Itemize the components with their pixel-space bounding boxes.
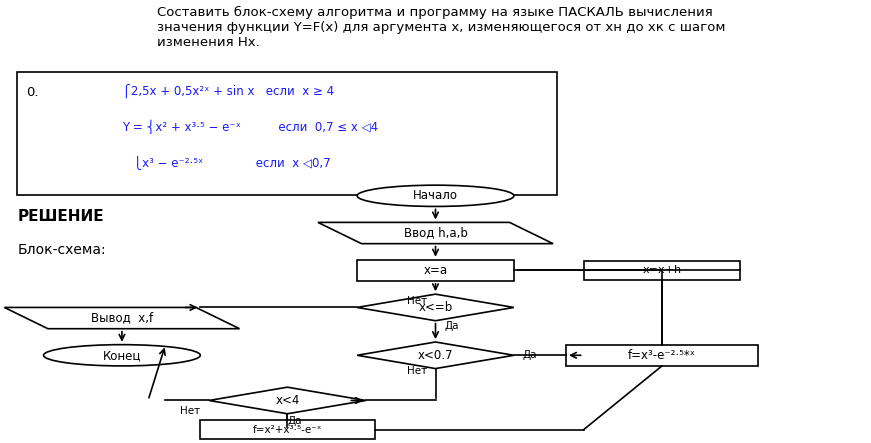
Text: x<0.7: x<0.7 [418, 349, 453, 362]
Text: x=x+h: x=x+h [643, 265, 681, 275]
Text: x=a: x=a [423, 264, 448, 277]
Text: Составить блок-схему алгоритма и программу на языке ПАСКАЛЬ вычисления
значения : Составить блок-схему алгоритма и програм… [157, 6, 726, 49]
Text: f=x³-e⁻²·⁵*ˣ: f=x³-e⁻²·⁵*ˣ [628, 349, 696, 362]
Text: Блок-схема:: Блок-схема: [17, 243, 106, 257]
Text: Начало: Начало [413, 189, 458, 202]
Polygon shape [318, 222, 553, 244]
Polygon shape [357, 342, 514, 369]
Text: РЕШЕНИЕ: РЕШЕНИЕ [17, 210, 104, 224]
Text: x<4: x<4 [275, 394, 300, 407]
Polygon shape [4, 307, 240, 329]
Polygon shape [209, 387, 366, 414]
Text: Нет: Нет [407, 296, 427, 306]
FancyBboxPatch shape [584, 261, 740, 280]
Text: Ввод h,a,b: Ввод h,a,b [403, 226, 468, 240]
Ellipse shape [357, 185, 514, 206]
Text: 0.: 0. [26, 86, 38, 99]
Text: f=x²+x³·⁵-e⁻ˣ: f=x²+x³·⁵-e⁻ˣ [253, 425, 322, 435]
Text: ⎩x³ − e⁻²·⁵ˣ              если  x ◁0,7: ⎩x³ − e⁻²·⁵ˣ если x ◁0,7 [122, 155, 331, 170]
Ellipse shape [44, 345, 200, 366]
Text: Да: Да [444, 321, 459, 331]
Text: Y = ⎨x² + x³·⁵ − e⁻ˣ          если  0,7 ≤ x ◁4: Y = ⎨x² + x³·⁵ − e⁻ˣ если 0,7 ≤ x ◁4 [122, 120, 378, 134]
FancyBboxPatch shape [200, 420, 375, 439]
Text: Да: Да [523, 350, 537, 360]
Text: Конец: Конец [103, 349, 141, 362]
FancyBboxPatch shape [566, 345, 758, 366]
Text: Нет: Нет [407, 366, 427, 376]
FancyBboxPatch shape [17, 72, 557, 195]
Text: x<=b: x<=b [418, 301, 453, 314]
Text: Да: Да [287, 416, 302, 427]
Polygon shape [357, 294, 514, 321]
Text: ⎧2,5x + 0,5x²ˣ + sin x   если  x ≥ 4: ⎧2,5x + 0,5x²ˣ + sin x если x ≥ 4 [122, 84, 334, 98]
Text: Нет: Нет [180, 406, 200, 416]
FancyBboxPatch shape [357, 260, 514, 281]
Text: Вывод  x,f: Вывод x,f [91, 311, 153, 325]
